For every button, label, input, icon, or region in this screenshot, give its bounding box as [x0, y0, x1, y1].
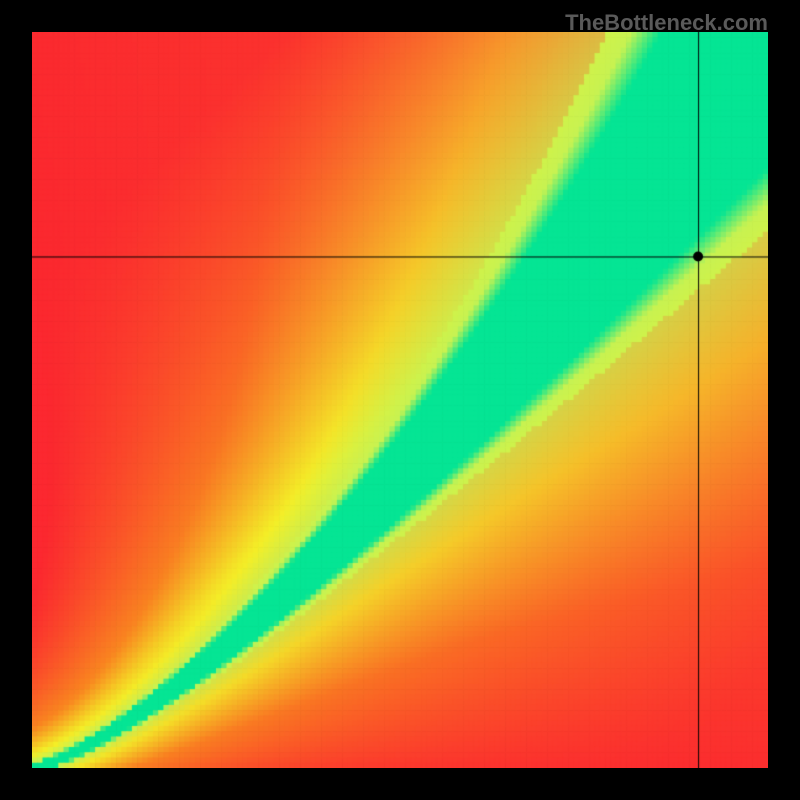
- heatmap-canvas: [32, 32, 768, 768]
- chart-container: TheBottleneck.com: [0, 0, 800, 800]
- heatmap-chart: [32, 32, 768, 768]
- watermark-text: TheBottleneck.com: [565, 10, 768, 36]
